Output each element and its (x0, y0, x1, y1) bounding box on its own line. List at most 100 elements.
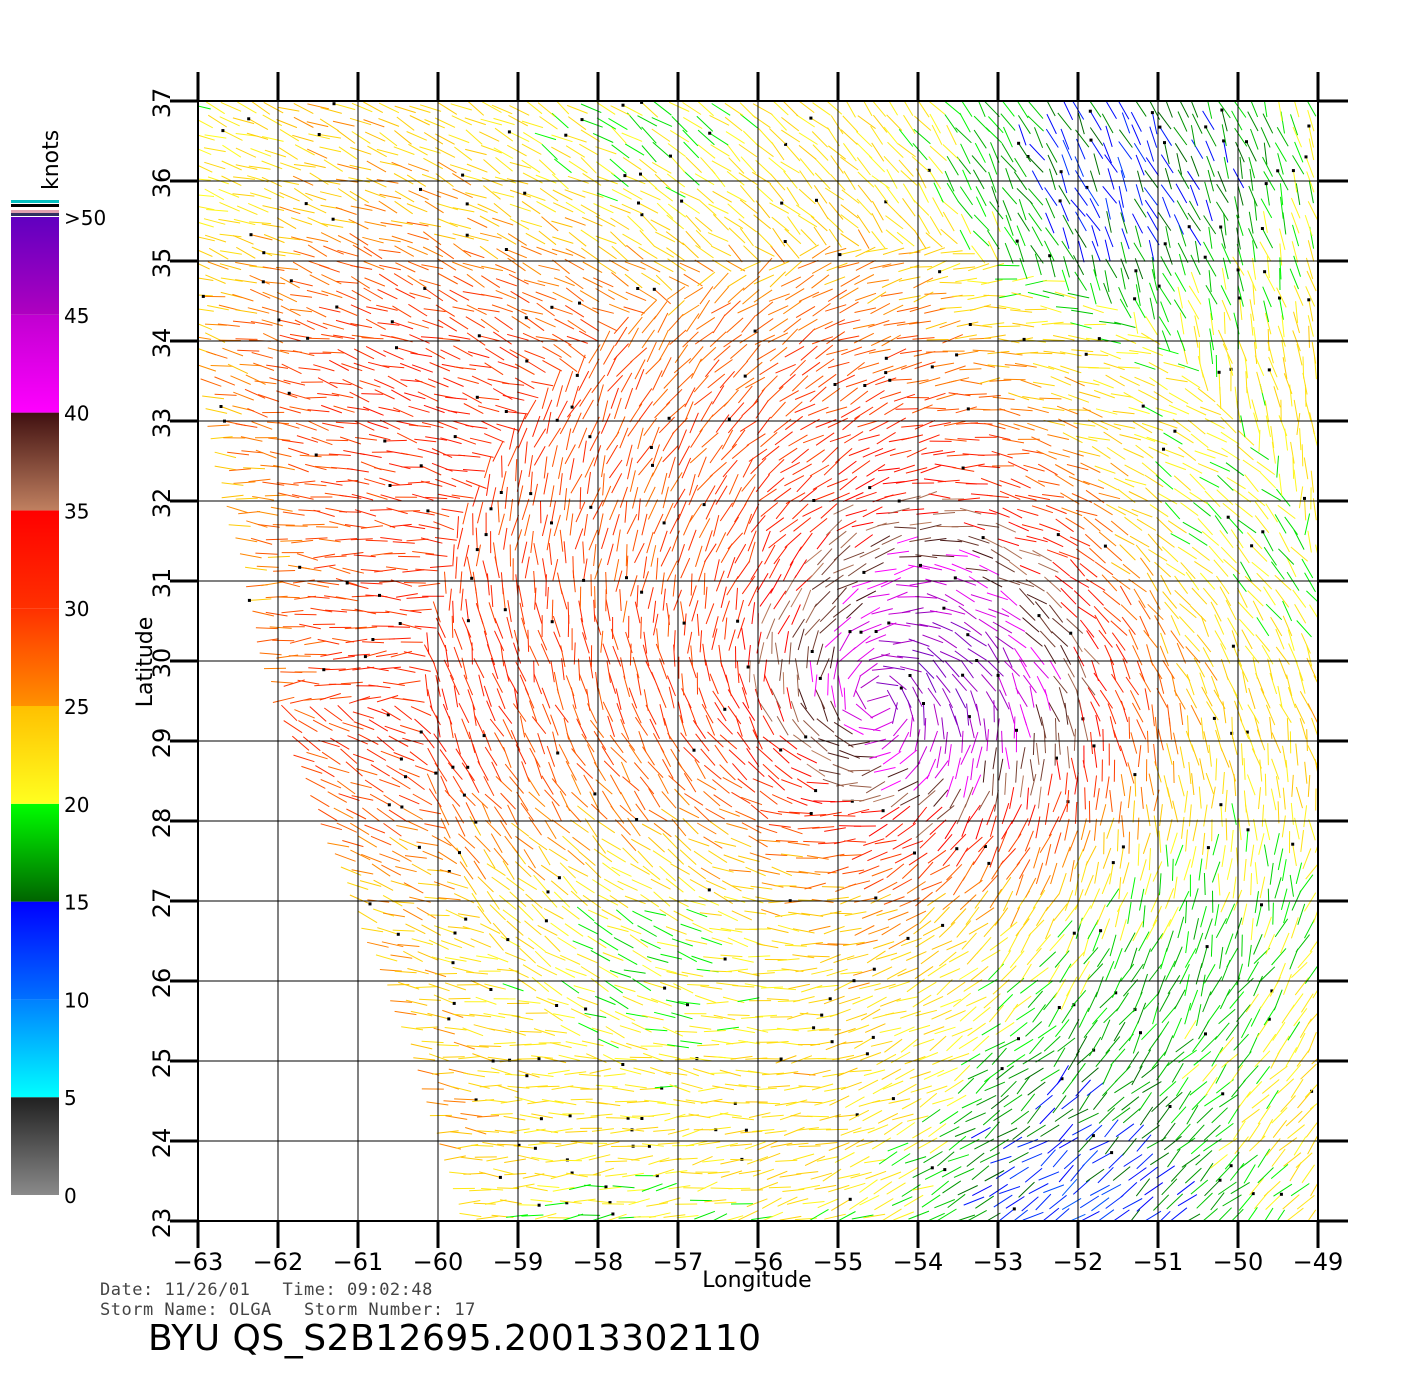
wind-vector (428, 788, 442, 808)
wind-vector (1062, 449, 1084, 457)
wind-vector (988, 509, 1010, 518)
wind-vector (744, 983, 767, 988)
wind-vector (859, 1194, 880, 1206)
wind-vector (633, 1067, 655, 1074)
wind-vector (725, 259, 746, 272)
wind-vector (645, 486, 656, 507)
wind-vector (562, 835, 580, 852)
wind-vector (411, 863, 432, 876)
wind-vector (804, 882, 826, 890)
wind-vector (1009, 950, 1025, 969)
wind-vector (289, 406, 312, 412)
wind-vector (1106, 503, 1126, 516)
wind-vector (680, 601, 685, 624)
wind-vector (984, 1041, 1006, 1052)
wind-vector (1148, 963, 1163, 982)
wind-vector (1175, 1077, 1189, 1097)
wind-vector (1084, 787, 1086, 810)
wind-vector (748, 1112, 771, 1119)
wind-vector (800, 1101, 823, 1104)
wind-vector (689, 473, 696, 496)
wind-vector (902, 840, 924, 849)
wind-vector-head (1267, 1017, 1271, 1021)
wind-vector (620, 761, 631, 783)
wind-vector (586, 471, 591, 494)
wind-vector-head (1221, 1092, 1225, 1096)
wind-vector (1154, 615, 1166, 635)
wind-vector (499, 819, 513, 839)
wind-vector (378, 666, 401, 670)
wind-vector (951, 1027, 973, 1037)
wind-vector (251, 421, 273, 430)
wind-vector (1236, 445, 1254, 461)
wind-vector (731, 444, 750, 459)
wind-vector (858, 865, 880, 875)
wind-vector (1222, 502, 1241, 518)
wind-vector (865, 390, 885, 403)
wind-vector (610, 1129, 633, 1134)
wind-vector (200, 378, 222, 387)
wind-vector (1027, 422, 1049, 431)
wind-vector (643, 1052, 664, 1062)
wind-vector (1124, 516, 1143, 531)
wind-vector (459, 1212, 482, 1218)
wind-vector (626, 444, 633, 467)
wind-vector (634, 601, 641, 624)
wind-vector (1113, 423, 1136, 429)
wind-vector-head (506, 938, 510, 942)
wind-vector (507, 1128, 530, 1133)
wind-vector (860, 1052, 882, 1061)
wind-vector (1050, 392, 1073, 401)
wind-vector (1292, 456, 1295, 479)
wind-vector (507, 804, 518, 825)
wind-vector (837, 581, 858, 590)
wind-vector (244, 388, 266, 399)
wind-vector (939, 651, 961, 661)
wind-vector (502, 394, 525, 401)
wind-vector (1011, 672, 1019, 695)
wind-vector (624, 1084, 647, 1089)
wind-vector (298, 720, 318, 733)
wind-vector-head (906, 936, 910, 940)
wind-vector-head (779, 748, 783, 752)
wind-vector (908, 564, 930, 570)
wind-vector (1149, 297, 1155, 320)
wind-vector (645, 358, 662, 375)
wind-vector (819, 658, 830, 679)
wind-vector (689, 878, 710, 891)
wind-vector (198, 249, 213, 257)
wind-vector (1301, 1164, 1315, 1184)
wind-vector (269, 377, 291, 385)
wind-vector (667, 300, 685, 316)
wind-vector (579, 387, 592, 407)
wind-vector (730, 837, 752, 848)
wind-vector (335, 421, 358, 425)
wind-vector (1005, 1196, 1025, 1209)
wind-vector (403, 882, 424, 894)
wind-vector (484, 983, 506, 990)
wind-vector (698, 1141, 721, 1146)
wind-vector (833, 815, 856, 817)
wind-vector (1115, 1123, 1135, 1138)
wind-vector (688, 1113, 711, 1119)
wind-vector (999, 1186, 1021, 1195)
wind-vector (1249, 1177, 1264, 1196)
wind-vector (443, 1100, 466, 1103)
wind-vector-head (453, 931, 457, 935)
wind-vector-head (1060, 1077, 1064, 1081)
wind-vector (1254, 1050, 1271, 1068)
wind-vector (477, 396, 500, 401)
wind-vector (744, 361, 763, 377)
wind-vector (1177, 1194, 1198, 1207)
wind-vector (433, 994, 455, 1004)
wind-vector (1103, 362, 1125, 371)
wind-vector (1253, 715, 1261, 737)
wind-vector (1156, 1106, 1171, 1125)
wind-vector (235, 309, 258, 314)
wind-vector (491, 304, 513, 313)
wind-vector (893, 393, 916, 402)
wind-vector (792, 928, 815, 934)
wind-vector (394, 1010, 417, 1016)
wind-vector (644, 1099, 667, 1104)
wind-vector (1234, 386, 1239, 409)
